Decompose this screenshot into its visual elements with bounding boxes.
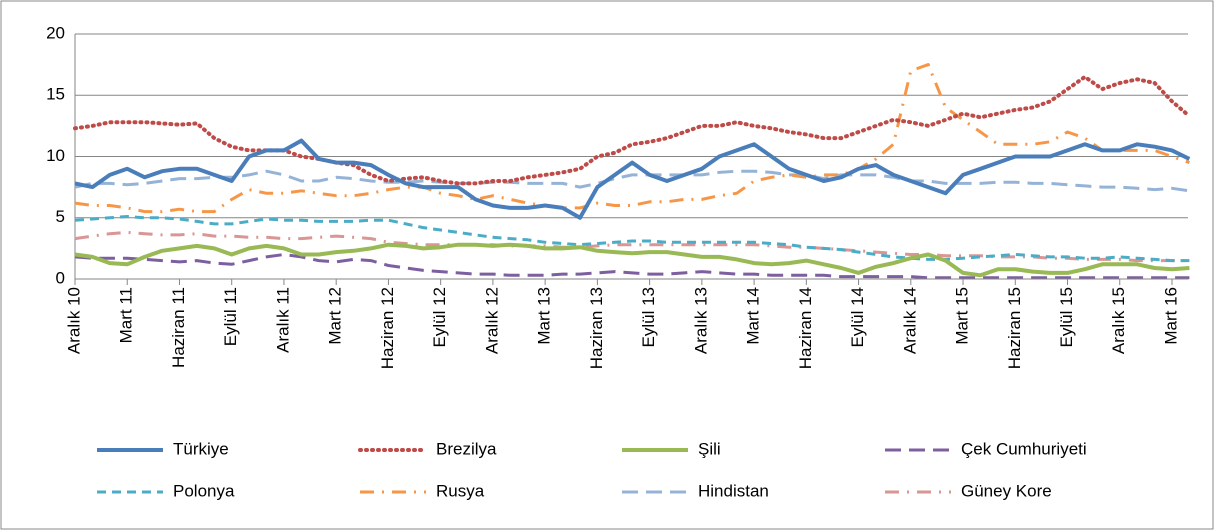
x-tick-label: Haziran 13 — [587, 287, 606, 369]
x-tick-label: Mart 11 — [117, 287, 136, 343]
x-tick-label: Aralık 10 — [64, 287, 83, 354]
x-tick-label: Eylül 12 — [430, 287, 449, 347]
y-tick-label: 15 — [46, 85, 65, 104]
x-tick-label: Haziran 15 — [1005, 287, 1024, 369]
y-tick-label: 20 — [46, 23, 65, 42]
series-line — [74, 253, 1190, 280]
x-tick-label: Mart 12 — [326, 287, 345, 345]
x-tick-label: Mart 13 — [535, 287, 554, 345]
x-tick-label: Haziran 12 — [378, 287, 397, 369]
x-tick-label: Eylül 15 — [1057, 287, 1076, 347]
x-tick-label: Mart 14 — [744, 287, 763, 345]
x-tick-label: Aralık 13 — [691, 287, 710, 354]
legend-label: Hindistan — [698, 481, 769, 500]
x-tick-label: Aralık 11 — [273, 287, 292, 353]
x-tick-label: Haziran 11 — [169, 287, 188, 368]
y-tick-label: 10 — [46, 146, 65, 165]
x-tick-label: Mart 15 — [953, 287, 972, 345]
x-tick-label: Aralık 14 — [900, 287, 919, 354]
x-tick-label: Haziran 14 — [796, 287, 815, 369]
legend-label: Rusya — [436, 481, 485, 500]
y-tick-label: 0 — [56, 268, 65, 287]
x-tick-label: Eylül 13 — [639, 287, 658, 347]
legend-label: Brezilya — [436, 439, 497, 458]
x-tick-label: Aralık 12 — [482, 287, 501, 354]
y-tick-label: 5 — [56, 207, 65, 226]
legend-label: Polonya — [173, 481, 235, 500]
series-line — [74, 230, 1190, 263]
legend-label: Türkiye — [173, 439, 229, 458]
x-tick-label: Eylül 11 — [221, 287, 240, 346]
x-tick-label: Eylül 14 — [848, 287, 867, 347]
legend-label: Çek Cumhuriyeti — [961, 439, 1087, 458]
legend-label: Şili — [698, 439, 721, 458]
legend-label: Güney Kore — [961, 481, 1052, 500]
x-tick-label: Aralık 15 — [1109, 287, 1128, 354]
x-tick-label: Mart 16 — [1161, 287, 1180, 345]
series-line — [74, 242, 1190, 278]
series-line — [74, 63, 1190, 214]
series-line — [74, 215, 1190, 263]
series-line — [74, 169, 1190, 193]
series-line — [74, 138, 1191, 220]
